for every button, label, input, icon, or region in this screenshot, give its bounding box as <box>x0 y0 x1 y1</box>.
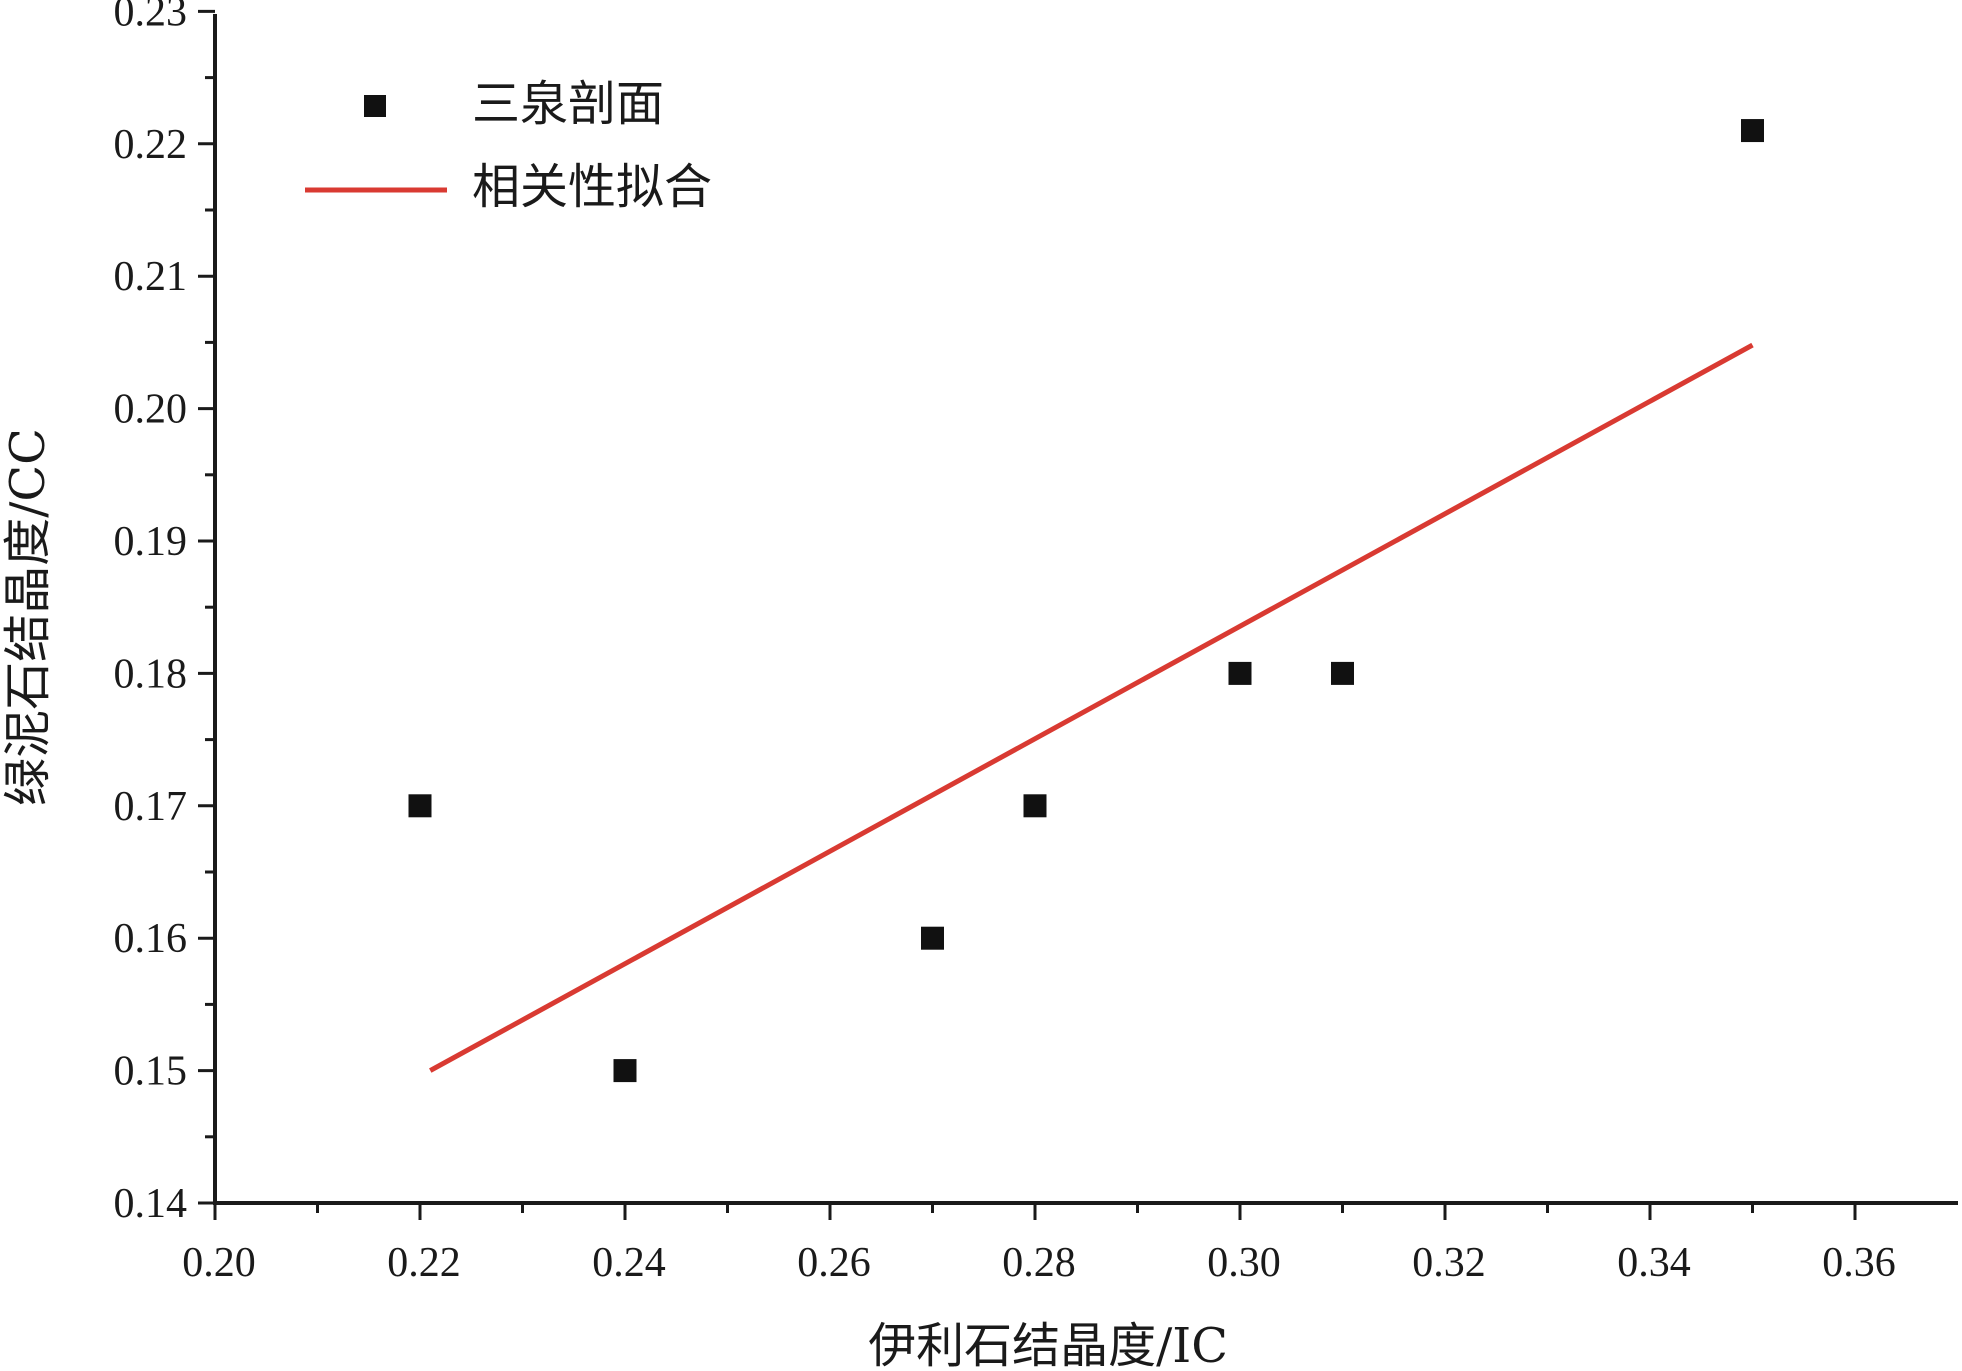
x-tick-label: 0.24 <box>592 1240 666 1286</box>
x-tick-label: 0.32 <box>1412 1240 1486 1286</box>
fit-line <box>429 342 1754 1073</box>
data-point <box>613 1059 637 1083</box>
fit-line-layer <box>429 342 1754 1073</box>
y-tick-label: 0.15 <box>114 1049 188 1095</box>
x-tick-label: 0.28 <box>1002 1240 1076 1286</box>
data-point <box>1228 661 1252 685</box>
y-tick-label: 0.16 <box>114 916 188 962</box>
legend-label-scatter: 三泉剖面 <box>472 76 664 132</box>
x-tick-label: 0.30 <box>1207 1240 1281 1286</box>
data-point <box>1023 794 1047 818</box>
ticks: 0.20 0.22 0.24 0.26 0.28 0.30 0.32 0.34 0.36 0.14… <box>114 0 1896 1286</box>
data-point <box>1331 661 1354 685</box>
data-point <box>921 926 944 950</box>
x-tick-label: 0.34 <box>1617 1240 1691 1286</box>
y-tick-label: 0.14 <box>114 1181 188 1227</box>
data-point <box>408 794 432 818</box>
y-tick-label: 0.22 <box>114 122 188 168</box>
x-tick-label: 0.36 <box>1822 1240 1896 1286</box>
data-point <box>1741 119 1764 143</box>
legend-label-fit-line: 相关性拟合 <box>472 159 712 215</box>
y-tick-label: 0.21 <box>114 254 188 300</box>
points-layer <box>408 119 1764 1083</box>
y-tick-label: 0.18 <box>114 651 188 697</box>
x-axis-title: 伊利石结晶度/IC <box>868 1318 1228 1371</box>
x-tick-label: 0.22 <box>387 1240 461 1286</box>
y-axis-title: 绿泥石结晶度/CC <box>0 428 56 806</box>
y-tick-label: 0.19 <box>114 519 188 565</box>
legend-marker-scatter <box>364 95 386 117</box>
x-tick-label: 0.26 <box>797 1240 871 1286</box>
y-tick-label: 0.23 <box>114 0 188 35</box>
y-tick-label: 0.17 <box>114 784 188 830</box>
y-tick-label: 0.20 <box>114 387 188 433</box>
x-tick-label: 0.20 <box>182 1240 256 1286</box>
legend: 三泉剖面 相关性拟合 <box>305 76 712 215</box>
